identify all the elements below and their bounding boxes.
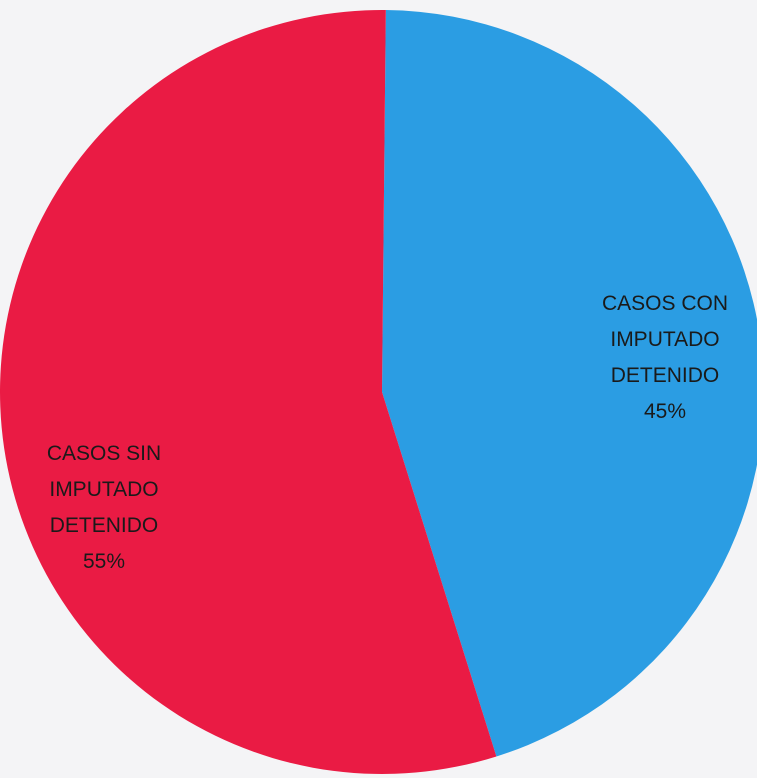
slice-label-line: IMPUTADO xyxy=(49,478,158,501)
slice-label-sin-imputado: CASOS SIN IMPUTADO DETENIDO 55% xyxy=(47,442,161,573)
slice-label-line: CASOS SIN xyxy=(47,442,161,465)
labels-group: CASOS CON IMPUTADO DETENIDO 45% CASOS SIN IMP… xyxy=(47,292,728,573)
slice-label-con-imputado: CASOS CON IMPUTADO DETENIDO 45% xyxy=(602,292,728,423)
pie-slice-sin-imputado xyxy=(0,10,497,774)
slice-label-line: CASOS CON xyxy=(602,292,728,315)
slice-label-line: IMPUTADO xyxy=(610,328,719,351)
slice-label-line: DETENIDO xyxy=(50,514,159,537)
slices-group xyxy=(0,10,757,774)
slice-percent-label: 45% xyxy=(644,400,686,423)
slice-label-line: DETENIDO xyxy=(611,364,720,387)
slice-percent-label: 55% xyxy=(83,550,125,573)
pie-slice-con-imputado xyxy=(382,10,757,757)
